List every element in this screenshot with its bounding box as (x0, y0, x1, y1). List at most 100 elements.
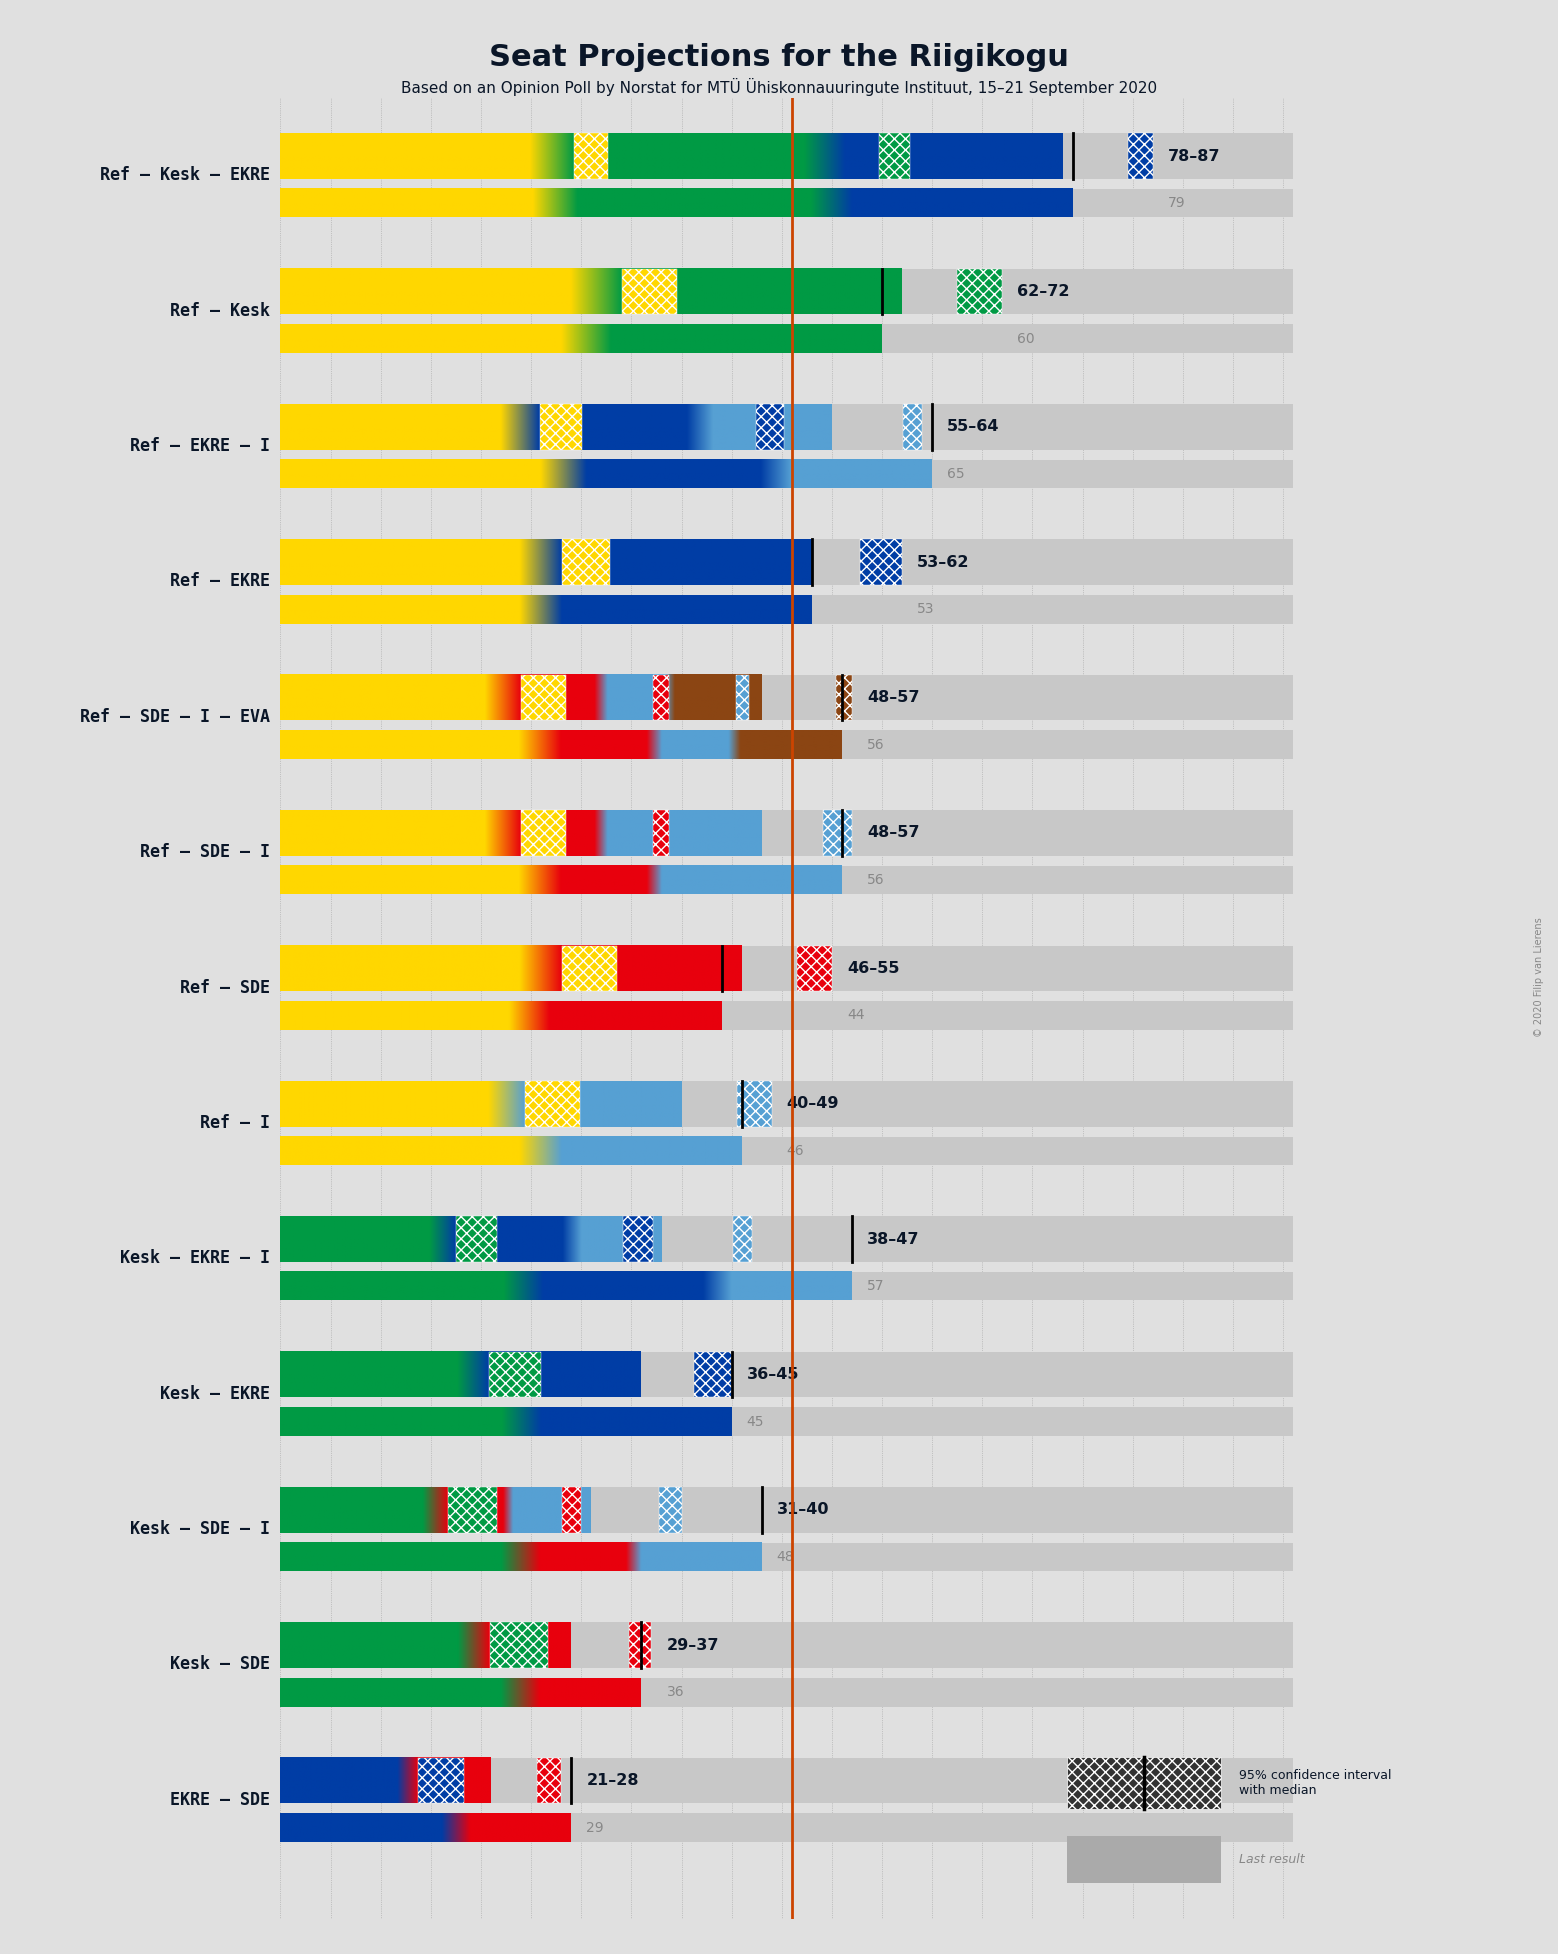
Text: 53: 53 (918, 602, 935, 616)
Text: Ref – SDE: Ref – SDE (181, 979, 271, 997)
Text: 65: 65 (947, 467, 964, 481)
Text: 44: 44 (848, 1008, 865, 1022)
Bar (280, 1759, 1293, 1804)
Text: Kesk – EKRE: Kesk – EKRE (160, 1385, 271, 1403)
Bar (562, 1487, 581, 1532)
Text: Last result: Last result (1239, 1852, 1304, 1866)
Bar (280, 731, 1293, 758)
Bar (737, 1081, 771, 1127)
Text: 40–49: 40–49 (787, 1096, 840, 1112)
Bar (653, 674, 668, 721)
Bar (1067, 1757, 1221, 1809)
Text: Ref – EKRE: Ref – EKRE (170, 573, 271, 590)
Bar (1128, 133, 1153, 180)
Bar (737, 674, 749, 721)
Text: 31–40: 31–40 (777, 1503, 829, 1518)
Bar (823, 811, 852, 856)
Text: Kesk – SDE: Kesk – SDE (170, 1655, 271, 1673)
Bar (796, 946, 832, 991)
Bar (525, 1081, 580, 1127)
Text: 48–57: 48–57 (866, 690, 919, 705)
Text: EKRE – SDE: EKRE – SDE (170, 1792, 271, 1809)
Text: Ref – Kesk: Ref – Kesk (170, 301, 271, 320)
Text: 95% confidence interval
with median: 95% confidence interval with median (1239, 1768, 1391, 1798)
Text: 55–64: 55–64 (947, 420, 1000, 434)
Text: Ref – SDE – I: Ref – SDE – I (140, 844, 271, 862)
Bar (538, 1759, 561, 1804)
Bar (693, 1352, 732, 1397)
Text: 62–72: 62–72 (1017, 283, 1070, 299)
Bar (280, 811, 1293, 856)
Bar (623, 1215, 653, 1262)
Bar (280, 1487, 1293, 1532)
Text: 21–28: 21–28 (586, 1772, 639, 1788)
Bar (562, 946, 617, 991)
Bar (280, 1272, 1293, 1299)
Bar (520, 811, 566, 856)
Bar (280, 324, 1293, 354)
Bar (449, 1487, 497, 1532)
Text: 29–37: 29–37 (667, 1637, 718, 1653)
Bar (280, 1352, 1293, 1397)
Text: Ref – SDE – I – EVA: Ref – SDE – I – EVA (81, 707, 271, 725)
Text: 46: 46 (787, 1143, 804, 1159)
Bar (280, 1813, 1293, 1843)
Text: 56: 56 (866, 739, 885, 752)
Bar (455, 1215, 497, 1262)
Bar (860, 539, 902, 584)
Bar (732, 1215, 751, 1262)
Text: 36–45: 36–45 (746, 1368, 799, 1381)
Bar (280, 674, 1293, 721)
Text: 46–55: 46–55 (848, 961, 899, 975)
Bar (280, 1678, 1293, 1706)
Text: 53–62: 53–62 (918, 555, 969, 571)
Text: 38–47: 38–47 (866, 1231, 919, 1247)
Text: 57: 57 (866, 1280, 885, 1294)
Bar (280, 459, 1293, 488)
Bar (835, 674, 852, 721)
Bar (280, 1215, 1293, 1262)
Bar (562, 539, 609, 584)
Bar (280, 1081, 1293, 1127)
Bar (1067, 1837, 1221, 1884)
Bar (653, 811, 668, 856)
Bar (879, 133, 910, 180)
Text: 36: 36 (667, 1684, 684, 1700)
Bar (280, 866, 1293, 895)
Text: 48–57: 48–57 (866, 825, 919, 840)
Text: Based on an Opinion Poll by Norstat for MTÜ Ühiskonnauuringute Instituut, 15–21 : Based on an Opinion Poll by Norstat for … (400, 78, 1158, 96)
Text: 48: 48 (777, 1550, 795, 1563)
Text: 60: 60 (1017, 332, 1035, 346)
Bar (539, 404, 583, 449)
Bar (280, 596, 1293, 623)
Bar (902, 404, 922, 449)
Text: 79: 79 (1168, 195, 1186, 211)
Bar (280, 190, 1293, 217)
Text: 78–87: 78–87 (1168, 149, 1220, 164)
Bar (419, 1759, 464, 1804)
Bar (489, 1622, 547, 1669)
Bar (280, 946, 1293, 991)
Bar (280, 1407, 1293, 1436)
Bar (280, 404, 1293, 449)
Bar (573, 133, 608, 180)
Text: 56: 56 (866, 873, 885, 887)
Text: Kesk – EKRE – I: Kesk – EKRE – I (120, 1249, 271, 1268)
Text: Seat Projections for the Riigikogu: Seat Projections for the Riigikogu (489, 43, 1069, 72)
Bar (280, 1622, 1293, 1669)
Bar (520, 674, 566, 721)
Bar (280, 1000, 1293, 1030)
Bar (659, 1487, 681, 1532)
Bar (629, 1622, 651, 1669)
Text: Ref – EKRE – I: Ref – EKRE – I (131, 438, 271, 455)
Text: 45: 45 (746, 1415, 763, 1428)
Text: Ref – I: Ref – I (201, 1114, 271, 1131)
Bar (489, 1352, 541, 1397)
Text: 29: 29 (586, 1821, 605, 1835)
Bar (957, 270, 1002, 315)
Text: Ref – Kesk – EKRE: Ref – Kesk – EKRE (100, 166, 271, 184)
Bar (756, 404, 784, 449)
Text: Kesk – SDE – I: Kesk – SDE – I (131, 1520, 271, 1538)
Bar (280, 133, 1293, 180)
Bar (280, 539, 1293, 584)
